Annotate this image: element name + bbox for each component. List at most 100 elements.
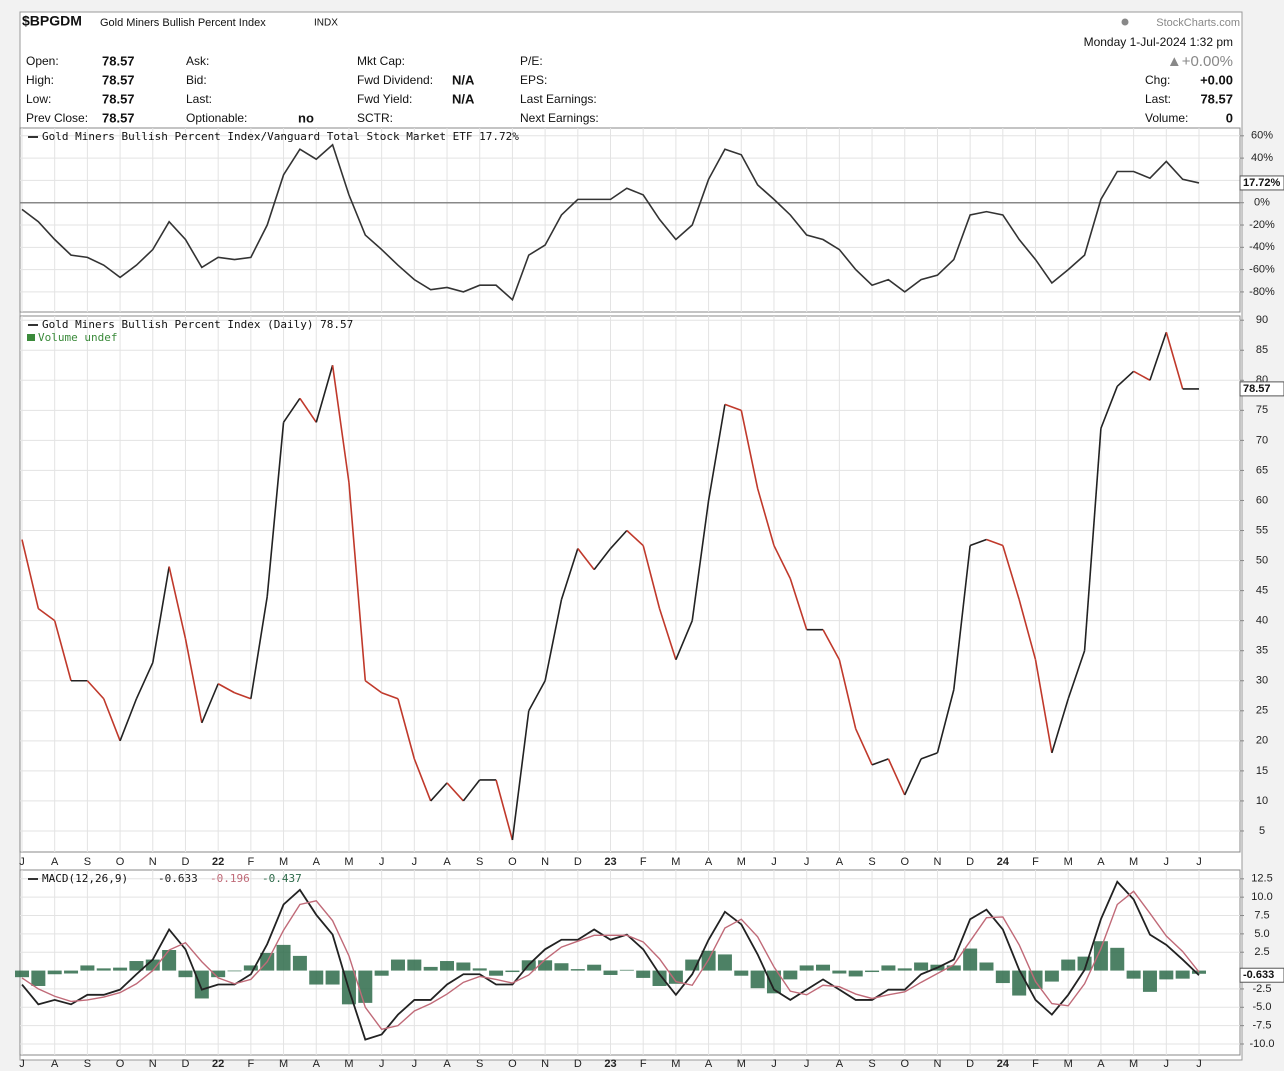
y-tick-label: 60 <box>1256 494 1268 506</box>
y-tick-label: 35 <box>1256 645 1268 657</box>
field-value: no <box>298 110 314 125</box>
x-tick-label: M <box>1064 1058 1073 1070</box>
line-segment <box>53 620 72 681</box>
x-tick-label: A <box>51 856 59 868</box>
line-segment <box>446 782 464 802</box>
x-tick-label: 24 <box>997 856 1010 868</box>
histogram-bar <box>505 970 520 973</box>
x-tick-label: F <box>640 856 647 868</box>
y-tick-label: 55 <box>1256 524 1268 536</box>
x-tick-label: A <box>705 856 713 868</box>
line-segment <box>102 698 121 742</box>
symbol: $BPGDM <box>22 13 82 29</box>
histogram-bar <box>243 965 258 971</box>
histogram-bar <box>652 970 667 986</box>
line-segment <box>691 500 710 621</box>
volume-icon <box>27 334 35 341</box>
y-tick-label: -7.5 <box>1253 1020 1272 1032</box>
line-segment <box>1067 650 1086 700</box>
histogram-bar <box>64 970 79 974</box>
line-segment <box>560 548 579 600</box>
y-tick-label: 65 <box>1256 464 1268 476</box>
y-tick-label: 5.0 <box>1254 928 1269 940</box>
line-segment <box>577 548 595 571</box>
x-tick-label: S <box>476 856 483 868</box>
line-segment <box>822 629 841 661</box>
line-segment <box>936 689 955 754</box>
chart-frame <box>19 11 1243 1061</box>
change-percent: ▲+0.00% <box>1167 53 1233 70</box>
y-tick-label: 50 <box>1256 554 1268 566</box>
x-tick-label: M <box>1129 856 1138 868</box>
last-value-box <box>1239 967 1284 983</box>
x-tick-label: N <box>149 856 157 868</box>
x-tick-label: D <box>574 856 582 868</box>
x-tick-label: N <box>149 1058 157 1070</box>
x-tick-label: S <box>868 1058 875 1070</box>
histogram-bar <box>881 965 896 971</box>
histogram-bar <box>832 970 847 974</box>
histogram-bar <box>619 969 634 971</box>
line-segment <box>871 758 889 766</box>
line-segment <box>658 608 677 660</box>
histogram-bar <box>358 970 373 1003</box>
histogram-bar <box>31 970 46 986</box>
x-tick-label: J <box>412 1058 418 1070</box>
line-segment <box>1002 545 1020 600</box>
field-label: Last: <box>1145 92 1171 106</box>
x-tick-label: O <box>508 1058 517 1070</box>
x-tick-label: F <box>1032 856 1039 868</box>
field-label: Mkt Cap: <box>357 54 405 68</box>
line-segment <box>642 545 661 609</box>
x-tick-label: D <box>966 856 974 868</box>
field-value: N/A <box>452 91 475 106</box>
histogram-bar <box>456 962 471 971</box>
macd-line <box>21 880 1200 1041</box>
line-segment <box>1083 428 1102 651</box>
histogram-bar <box>15 970 29 978</box>
x-tick-label: F <box>247 856 254 868</box>
line-segment <box>1018 599 1037 660</box>
histogram-bar <box>865 970 880 973</box>
last-value-box <box>1239 175 1284 191</box>
x-tick-label: J <box>804 1058 810 1070</box>
legend-entry: -0.196 <box>210 872 250 885</box>
histogram-bar <box>587 964 602 971</box>
line-segment <box>217 683 235 694</box>
y-tick-label: -2.5 <box>1253 983 1272 995</box>
x-tick-label: A <box>705 1058 713 1070</box>
x-tick-label: O <box>900 1058 909 1070</box>
y-tick-label: -5.0 <box>1253 1001 1272 1013</box>
histogram-bar <box>1192 970 1206 974</box>
line-segment <box>21 539 40 609</box>
field-label: P/E: <box>520 54 543 68</box>
x-tick-label: M <box>1064 856 1073 868</box>
histogram-bar <box>914 962 929 971</box>
field-value: +0.00 <box>1200 72 1233 87</box>
last-value-label: 17.72% <box>1243 177 1281 189</box>
y-tick-label: 90 <box>1256 314 1268 326</box>
x-tick-label: D <box>181 856 189 868</box>
line-segment <box>707 404 726 501</box>
field-label: Ask: <box>186 54 209 68</box>
field-label: Chg: <box>1145 73 1170 87</box>
y-tick-label: 85 <box>1256 344 1268 356</box>
x-tick-label: O <box>508 856 517 868</box>
histogram-bar <box>636 970 651 978</box>
histogram-bar <box>603 970 618 975</box>
histogram-bar <box>178 970 193 978</box>
field-label: Bid: <box>186 73 207 87</box>
line-segment <box>299 397 317 423</box>
line-segment <box>168 566 187 639</box>
x-tick-label: J <box>412 856 418 868</box>
x-tick-label: M <box>737 856 746 868</box>
histogram-bar <box>1159 970 1174 980</box>
x-tick-label: N <box>541 1058 549 1070</box>
legend-entry: -0.633 <box>158 872 198 885</box>
x-tick-label: A <box>836 856 844 868</box>
last-value-label: -0.633 <box>1243 969 1274 981</box>
histogram-bar <box>799 965 814 971</box>
histogram-bar <box>963 948 978 971</box>
x-tick-label: J <box>1164 1058 1170 1070</box>
line-segment <box>1034 659 1053 753</box>
